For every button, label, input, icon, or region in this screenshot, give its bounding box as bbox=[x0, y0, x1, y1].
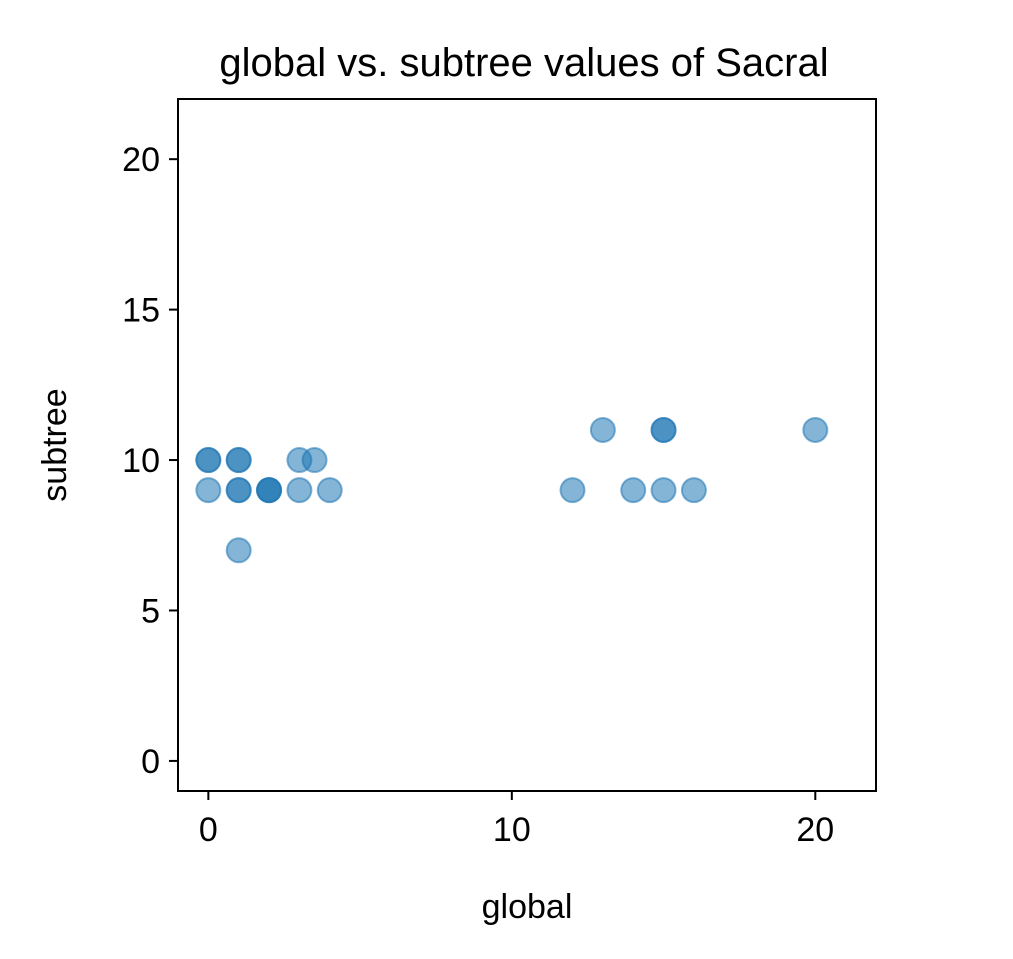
data-point-7 bbox=[225, 537, 252, 564]
y-axis-label: subtree bbox=[36, 388, 74, 501]
y-tick-label: 5 bbox=[141, 592, 160, 630]
data-point-13 bbox=[301, 447, 328, 474]
y-tick-label: 20 bbox=[122, 141, 160, 179]
data-point-6 bbox=[225, 477, 252, 504]
data-point-22 bbox=[802, 416, 829, 443]
data-point-1 bbox=[195, 447, 222, 474]
data-point-21 bbox=[680, 477, 707, 504]
x-tick-label: 0 bbox=[199, 811, 218, 849]
data-point-19 bbox=[650, 416, 677, 443]
x-tick-label: 20 bbox=[796, 811, 834, 849]
chart-title: global vs. subtree values of Sacral bbox=[219, 41, 828, 85]
data-point-10 bbox=[256, 477, 283, 504]
y-tick-label: 10 bbox=[122, 442, 160, 480]
x-tick-label: 10 bbox=[493, 811, 531, 849]
points-layer bbox=[195, 416, 829, 564]
y-axis: 0 5 10 15 20 bbox=[122, 141, 178, 781]
x-axis: 0 10 20 bbox=[199, 791, 834, 849]
data-point-17 bbox=[620, 477, 647, 504]
data-point-15 bbox=[559, 477, 586, 504]
data-point-2 bbox=[195, 477, 222, 504]
plot-area-frame bbox=[177, 98, 877, 792]
x-axis-label: global bbox=[482, 888, 573, 926]
data-point-16 bbox=[589, 416, 616, 443]
y-tick-label: 0 bbox=[141, 743, 160, 781]
y-tick-label: 15 bbox=[122, 292, 160, 330]
data-point-14 bbox=[316, 477, 343, 504]
data-point-4 bbox=[225, 447, 252, 474]
data-point-20 bbox=[650, 477, 677, 504]
data-point-12 bbox=[286, 477, 313, 504]
